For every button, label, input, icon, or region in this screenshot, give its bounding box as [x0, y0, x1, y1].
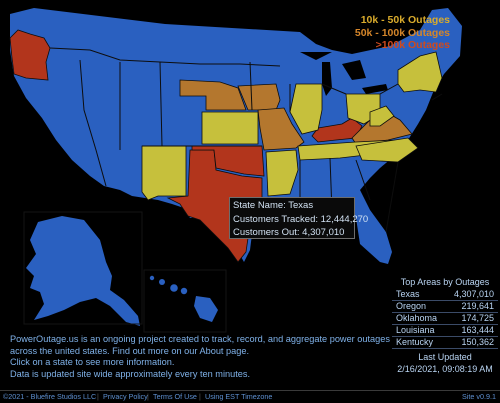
- state-nebraska[interactable]: [179, 79, 247, 111]
- state-west-virginia[interactable]: [369, 105, 395, 127]
- area-name: Texas: [392, 289, 444, 301]
- legend-item-10k-50k: 10k - 50k Outages: [360, 14, 450, 26]
- footer-version: Site v0.9.1: [462, 392, 496, 401]
- area-outages: 174,725: [443, 312, 498, 325]
- footer-separator: |: [147, 392, 149, 401]
- legend-item-over-100k: >100k Outages: [375, 39, 450, 51]
- last-updated-value: 2/16/2021, 09:08:19 AM: [397, 364, 493, 374]
- about-text: PowerOutage.us is an ongoing project cre…: [10, 334, 390, 380]
- state-oregon[interactable]: [9, 29, 51, 81]
- table-row[interactable]: Texas 4,307,010: [392, 289, 498, 301]
- area-outages: 150,362: [443, 336, 498, 349]
- tooltip-customers-tracked: Customers Tracked: 12,444,270: [233, 213, 369, 225]
- about-line: Click on a state to see more information…: [10, 357, 175, 367]
- state-kansas[interactable]: [201, 111, 259, 145]
- top-areas-panel: Top Areas by Outages Texas 4,307,010 Oreg…: [392, 276, 498, 375]
- state-north-carolina[interactable]: [355, 137, 419, 163]
- last-updated: Last Updated 2/16/2021, 09:08:19 AM: [392, 351, 498, 375]
- tooltip-customers-out: Customers Out: 4,307,010: [233, 227, 345, 238]
- outage-legend: 10k - 50k Outages 50k - 100k Outages >10…: [355, 14, 450, 52]
- footer-separator: |: [199, 392, 201, 401]
- state-arkansas[interactable]: [265, 149, 299, 197]
- last-updated-label: Last Updated: [418, 352, 472, 362]
- area-name: Oklahoma: [392, 312, 444, 325]
- inset-frame-alaska: [23, 211, 143, 325]
- table-row[interactable]: Louisiana 163,444: [392, 324, 498, 337]
- area-name: Kentucky: [392, 336, 444, 349]
- footer-timezone: Using EST Timezone: [205, 392, 273, 401]
- area-name: Louisiana: [392, 324, 444, 337]
- state-borders: [49, 47, 443, 233]
- top-areas-table: Texas 4,307,010 Oregon 219,641 Oklahoma 174…: [392, 289, 498, 349]
- footer-separator: |: [97, 392, 99, 401]
- about-line: Data is updated site wide approximately …: [10, 368, 251, 379]
- state-oklahoma[interactable]: [191, 145, 265, 177]
- footer-copyright: ©2021 - Bluefire Studios LLC: [3, 392, 97, 401]
- area-name: Oregon: [392, 300, 444, 313]
- state-missouri[interactable]: [257, 107, 305, 151]
- state-new-mexico[interactable]: [141, 145, 187, 201]
- state-new-york[interactable]: [397, 51, 443, 93]
- state-tooltip: State Name: Texas Customers Tracked: 12,…: [229, 197, 369, 239]
- legend-item-50k-100k: 50k - 100k Outages: [354, 26, 450, 39]
- inset-frame-hawaii: [143, 269, 227, 333]
- about-line: PowerOutage.us is an ongoing project cre…: [10, 334, 390, 344]
- area-outages: 4,307,010: [443, 289, 498, 301]
- about-line: across the united states. Find out more …: [10, 345, 250, 356]
- footer: ©2021 - Bluefire Studios LLC | Privacy P…: [0, 390, 500, 403]
- top-areas-title: Top Areas by Outages: [400, 277, 490, 287]
- privacy-policy-link[interactable]: Privacy Policy: [103, 392, 148, 401]
- alaska-landmass: [26, 216, 140, 326]
- great-lakes: [300, 52, 388, 96]
- hawaii-islands: [149, 275, 218, 322]
- state-iowa[interactable]: [237, 83, 281, 111]
- tooltip-state-name: State Name: Texas: [233, 200, 314, 211]
- table-row[interactable]: Oregon 219,641: [392, 300, 498, 313]
- table-row[interactable]: Kentucky 150,362: [392, 336, 498, 349]
- terms-of-use-link[interactable]: Terms Of Use: [153, 392, 197, 401]
- area-outages: 163,444: [443, 324, 498, 337]
- area-outages: 219,641: [443, 300, 498, 313]
- table-row[interactable]: Oklahoma 174,725: [392, 312, 498, 325]
